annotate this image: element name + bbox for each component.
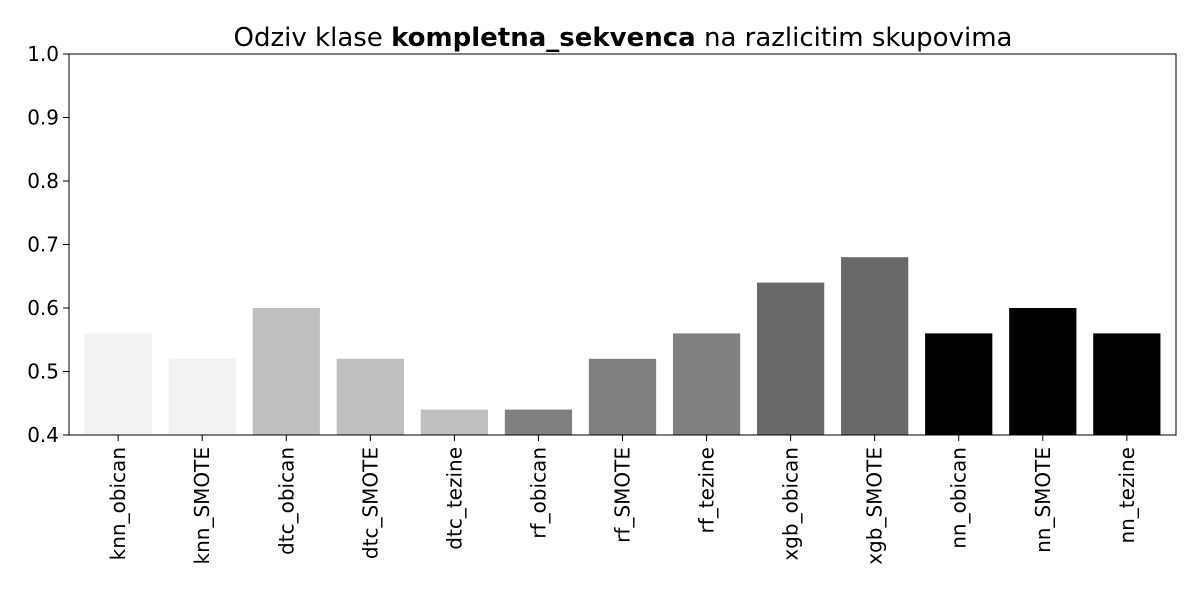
chart-title: Odziv klase kompletna_sekvenca na razlic… [234,23,1013,53]
y-tick-label: 0.6 [27,296,59,320]
x-tick-label: nn_tezine [1115,447,1139,544]
y-tick-label: 0.9 [27,106,59,130]
y-tick-label: 1.0 [27,42,59,66]
x-tick-label: xgb_SMOTE [863,447,887,565]
x-tick-label: knn_SMOTE [190,447,214,564]
bar-dtc_obican [252,308,320,435]
plot-frame [68,53,1177,436]
x-tick-label: rf_SMOTE [611,447,635,543]
x-tick-label: dtc_SMOTE [358,447,382,559]
chart-title-prefix: Odziv klase [234,23,392,53]
bar-rf_SMOTE [588,358,657,435]
bar-xgb_SMOTE [841,257,909,435]
bar-knn_obican [84,333,152,435]
x-tick-label: nn_obican [947,447,971,549]
y-tick-label: 0.5 [27,360,59,384]
chart-title-suffix: na razlicitim skupovima [696,23,1013,53]
bar-xgb_obican [756,282,825,435]
bar-dtc_SMOTE [336,358,404,435]
bar-nn_tezine [1093,333,1161,435]
x-tick-label: nn_SMOTE [1031,447,1055,553]
y-axis: 0.4 0.5 0.6 0.7 0.8 0.9 1.0 [27,42,69,447]
x-tick-label: rf_obican [526,447,550,539]
y-tick-label: 0.7 [27,233,59,257]
x-tick-label: knn_obican [106,447,130,560]
x-tick-label: xgb_obican [779,447,803,561]
y-tick-label: 0.4 [27,423,59,447]
y-tick-label: 0.8 [27,169,59,193]
bar-knn_SMOTE [168,358,236,435]
x-tick-label: dtc_obican [274,447,298,555]
bar-nn_SMOTE [1009,308,1077,435]
bar-rf_tezine [672,333,741,435]
x-tick-label: rf_tezine [695,447,719,533]
bars-group [84,257,1161,435]
x-tick-label: dtc_tezine [442,447,466,550]
bar-dtc_tezine [420,409,489,435]
chart-title-bold: kompletna_sekvenca [391,23,696,53]
bar-rf_obican [504,409,573,435]
x-axis: knn_obican knn_SMOTE dtc_obican dtc_SMOTE dt… [106,435,1139,565]
bar-nn_obican [925,333,993,435]
